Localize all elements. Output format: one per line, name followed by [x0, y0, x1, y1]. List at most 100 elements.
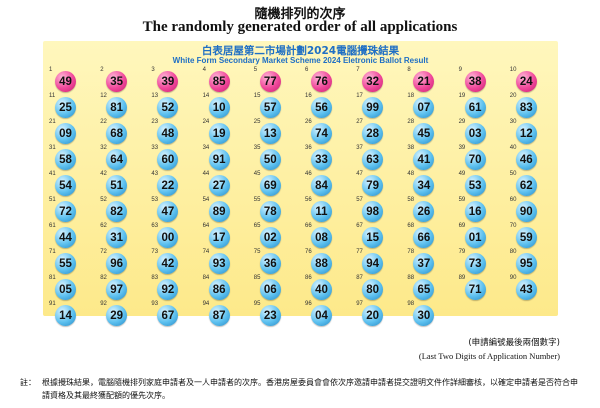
ball: 78 [259, 201, 281, 222]
ball-cell: 15 57 [252, 93, 292, 119]
ball-position-label: 65 [253, 223, 261, 229]
ball: 23 [259, 305, 281, 326]
ball-position-label: 72 [100, 249, 107, 255]
ball-cell: 41 54 [47, 171, 87, 197]
ball-cell: 91 14 [47, 301, 87, 327]
ball-cell: 60 90 [508, 197, 548, 223]
ball-position-label: 78 [407, 249, 415, 255]
ball-cell: 4 85 [201, 67, 241, 93]
ball-position-label: 45 [253, 171, 261, 177]
ball: 39 [157, 71, 179, 92]
ball-cell: 7 32 [354, 67, 394, 93]
ball-cell: 1 49 [47, 67, 87, 93]
ball-cell: 59 16 [457, 197, 497, 223]
ball-position-label: 22 [100, 119, 107, 125]
ball: 30 [413, 305, 435, 326]
footnote-label: 註： [20, 378, 36, 387]
ball-position-label: 8 [407, 67, 411, 73]
ball-cell: 67 15 [354, 223, 394, 249]
ball: 66 [413, 227, 435, 248]
ball: 69 [259, 175, 281, 196]
ball-position-label: 11 [49, 93, 56, 99]
ball: 96 [106, 253, 128, 274]
ball-position-label: 71 [49, 249, 56, 255]
ball: 38 [464, 71, 486, 92]
ball-cell: 55 78 [252, 197, 292, 223]
ball-cell: 53 47 [149, 197, 189, 223]
ball: 73 [464, 253, 486, 274]
ball: 13 [259, 123, 281, 144]
ball-position-label: 87 [356, 275, 363, 281]
ball-position-label: 68 [407, 223, 415, 229]
ball: 43 [515, 279, 537, 300]
ball-cell: 26 74 [303, 119, 343, 145]
ball: 93 [208, 253, 230, 274]
note-english: (Last Two Digits of Application Number) [418, 351, 560, 361]
ball-cell: 64 17 [201, 223, 241, 249]
ball-position-label: 39 [458, 145, 466, 151]
ball-position-label: 83 [151, 275, 159, 281]
ball: 05 [55, 279, 76, 300]
ball: 97 [106, 279, 128, 300]
ball-position-label: 47 [356, 171, 363, 177]
ball-position-label: 48 [407, 171, 415, 177]
ball-position-label: 85 [253, 275, 261, 281]
ball-cell: 20 83 [508, 93, 548, 119]
ball-position-label: 40 [509, 145, 517, 151]
title-english: The randomly generated order of all appl… [142, 19, 458, 35]
ball-cell: 14 10 [201, 93, 241, 119]
ball: 74 [311, 123, 332, 144]
ball-cell: 28 45 [405, 119, 445, 145]
ball-position-label: 2 [100, 67, 104, 73]
ball: 26 [413, 201, 435, 222]
ball: 70 [464, 149, 486, 170]
ball: 07 [413, 97, 435, 118]
ball-position-label: 54 [202, 197, 210, 203]
ball-cell: 31 58 [47, 145, 87, 171]
ball-cell: 61 44 [47, 223, 87, 249]
ball-position-label: 29 [458, 119, 466, 125]
ball: 16 [464, 201, 486, 222]
ball-position-label: 62 [100, 223, 107, 229]
ball-cell: 94 87 [201, 301, 241, 327]
ball: 35 [106, 71, 128, 92]
ball-cell: 33 60 [149, 145, 189, 171]
ball-cell: 90 43 [508, 275, 548, 301]
ball-cell: 71 55 [47, 249, 87, 275]
ball-position-label: 18 [407, 93, 415, 99]
ball-position-label: 1 [49, 67, 53, 73]
ball-cell: 38 41 [405, 145, 445, 171]
ball-cell: 27 28 [354, 119, 394, 145]
ball: 60 [157, 149, 179, 170]
ball-position-label: 81 [49, 275, 56, 281]
ball: 24 [515, 71, 537, 92]
ball-cell: 22 68 [98, 119, 138, 145]
ball: 51 [106, 175, 128, 196]
ball-position-label: 33 [151, 145, 159, 151]
ball: 99 [362, 97, 384, 118]
ball-cell: 12 81 [98, 93, 138, 119]
ball-cell: 42 51 [98, 171, 138, 197]
ball-position-label: 30 [509, 119, 517, 125]
ball-cell: 35 50 [252, 145, 292, 171]
ball-position-label: 31 [49, 145, 56, 151]
title-chinese: 隨機排列的次序 [254, 7, 346, 22]
ball: 33 [311, 149, 332, 170]
ball-cell: 3 39 [149, 67, 189, 93]
ball-cell: 78 37 [405, 249, 445, 275]
ball: 46 [515, 149, 537, 170]
ball-position-label: 38 [407, 145, 415, 151]
ball: 32 [362, 71, 384, 92]
ball-cell: 63 00 [149, 223, 189, 249]
ball-position-label: 12 [100, 93, 107, 99]
ball: 58 [55, 149, 76, 170]
ball: 49 [55, 71, 76, 92]
ball-position-label: 94 [202, 301, 210, 307]
ball-position-label: 80 [509, 249, 517, 255]
ball: 88 [311, 253, 332, 274]
ball: 34 [413, 175, 435, 196]
ball-cell: 9 38 [457, 67, 497, 93]
ball: 95 [515, 253, 537, 274]
ball-cell: 49 53 [457, 171, 497, 197]
ball-cell: 62 31 [98, 223, 138, 249]
